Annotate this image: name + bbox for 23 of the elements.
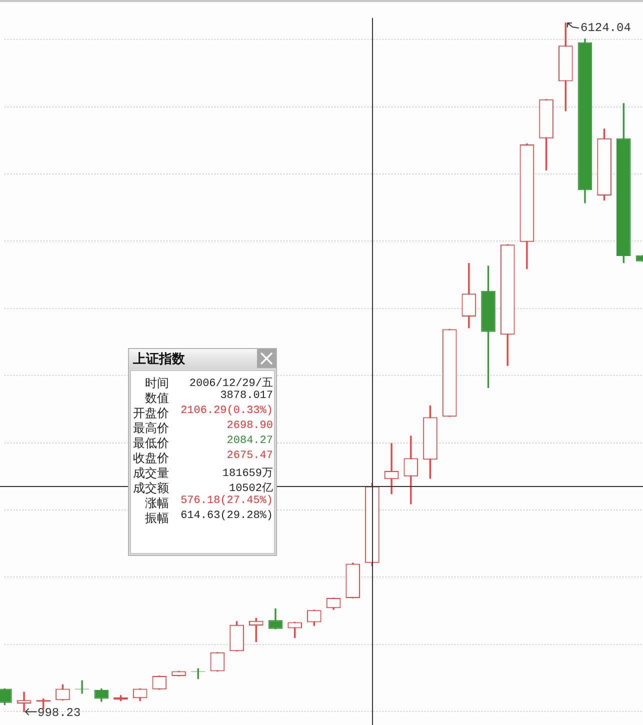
annotation: 2698.90 (226, 420, 273, 434)
annotation: 时间 (144, 375, 169, 390)
annotation: 收盘价 (132, 450, 169, 465)
annotation: 6124.04 (580, 21, 631, 36)
annotation: 998.23 (38, 706, 81, 720)
annotation: 3878.017 (220, 390, 273, 404)
annotation: 10502亿 (228, 482, 273, 495)
annotation: 涨幅 (144, 495, 169, 510)
annotation: 最低价 (132, 435, 169, 450)
annotation: 振幅 (144, 510, 169, 525)
annotation: 614.63(29.28%) (180, 510, 273, 524)
annotation: 2106.29(0.33%) (180, 405, 273, 419)
annotation: 上证指数 (133, 351, 185, 368)
annotation: 数值 (144, 390, 169, 405)
annotation: 576.18(27.45%) (180, 495, 273, 509)
annotation: 成交量 (132, 465, 169, 480)
annotation: 2675.47 (226, 450, 273, 464)
annotation: 2006/12/29/五 (189, 376, 273, 390)
annotation: 最高价 (132, 420, 169, 435)
annotation: 2084.27 (226, 435, 273, 449)
annotation: 181659万 (222, 466, 273, 480)
annotation: 开盘价 (132, 405, 169, 420)
annotation: 成交额 (132, 480, 169, 495)
